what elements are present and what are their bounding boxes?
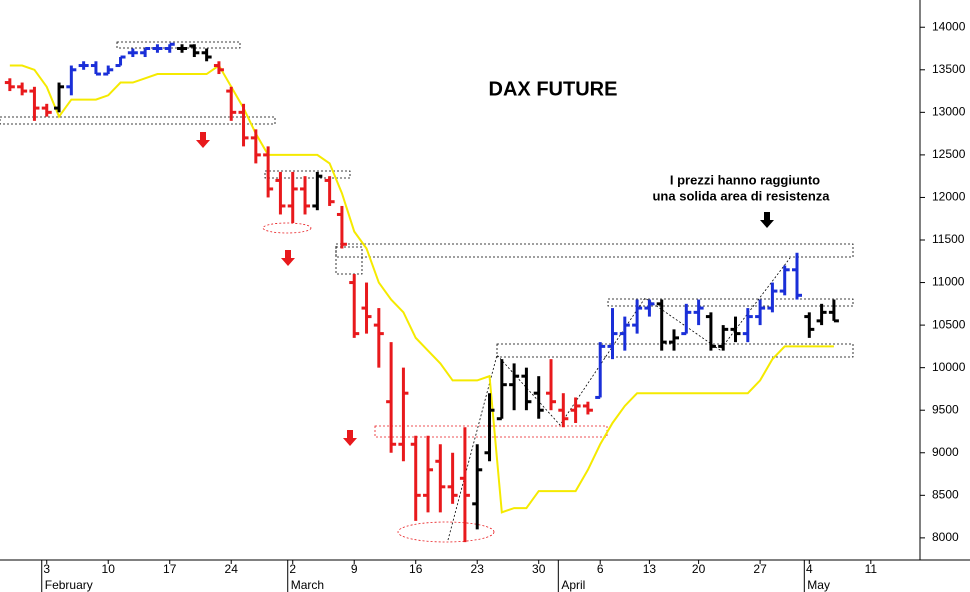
x-tick-label: 27 xyxy=(753,562,767,576)
y-tick-label: 8000 xyxy=(932,530,959,544)
range-box xyxy=(116,41,241,49)
y-tick-label: 12500 xyxy=(932,147,966,161)
y-tick-label: 14000 xyxy=(932,19,966,33)
x-tick-label: 2 xyxy=(289,562,296,576)
stop-line xyxy=(9,64,834,514)
trend-line xyxy=(447,257,791,541)
x-tick-label: 13 xyxy=(643,562,657,576)
month-label: May xyxy=(807,578,830,592)
down-arrow xyxy=(281,250,295,266)
range-box xyxy=(335,246,363,275)
arrows xyxy=(196,132,774,446)
month-label: February xyxy=(45,578,93,592)
annotation: I prezzi hanno raggiunto xyxy=(670,172,820,187)
y-tick-label: 8500 xyxy=(932,487,959,501)
range-box xyxy=(0,116,276,125)
x-tick-label: 9 xyxy=(351,562,358,576)
x-tick-label: 17 xyxy=(163,562,177,576)
x-tick-label: 3 xyxy=(43,562,50,576)
y-tick-label: 11000 xyxy=(932,275,965,289)
x-tick-label: 10 xyxy=(102,562,116,576)
x-tick-label: 20 xyxy=(692,562,706,576)
x-tick-label: 4 xyxy=(806,562,813,576)
x-tick-label: 11 xyxy=(865,562,878,576)
range-box xyxy=(264,170,351,179)
down-arrow xyxy=(196,132,210,148)
annotation: una solida area di resistenza xyxy=(652,188,830,203)
x-tick-label: 16 xyxy=(409,562,423,576)
y-tick-label: 9500 xyxy=(932,402,959,416)
y-tick-label: 12000 xyxy=(932,190,966,204)
y-tick-label: 10500 xyxy=(932,317,966,331)
y-tick-label: 13500 xyxy=(932,62,966,76)
x-tick-label: 24 xyxy=(225,562,239,576)
range-box xyxy=(607,298,854,307)
chart-title: DAX FUTURE xyxy=(489,78,618,100)
y-tick-label: 10000 xyxy=(932,360,966,374)
y-tick-label: 9000 xyxy=(932,445,959,459)
resistance-box xyxy=(335,243,854,258)
month-label: April xyxy=(561,578,585,592)
low-ellipse xyxy=(262,222,312,234)
down-arrow xyxy=(343,430,357,446)
down-arrow xyxy=(760,212,774,228)
y-tick-label: 11500 xyxy=(932,232,965,246)
plot-area xyxy=(0,0,920,560)
y-tick-label: 13000 xyxy=(932,105,966,119)
x-tick-label: 23 xyxy=(471,562,485,576)
x-tick-label: 6 xyxy=(597,562,604,576)
x-tick-label: 30 xyxy=(532,562,546,576)
month-label: March xyxy=(291,578,324,592)
low-ellipse xyxy=(397,521,495,543)
